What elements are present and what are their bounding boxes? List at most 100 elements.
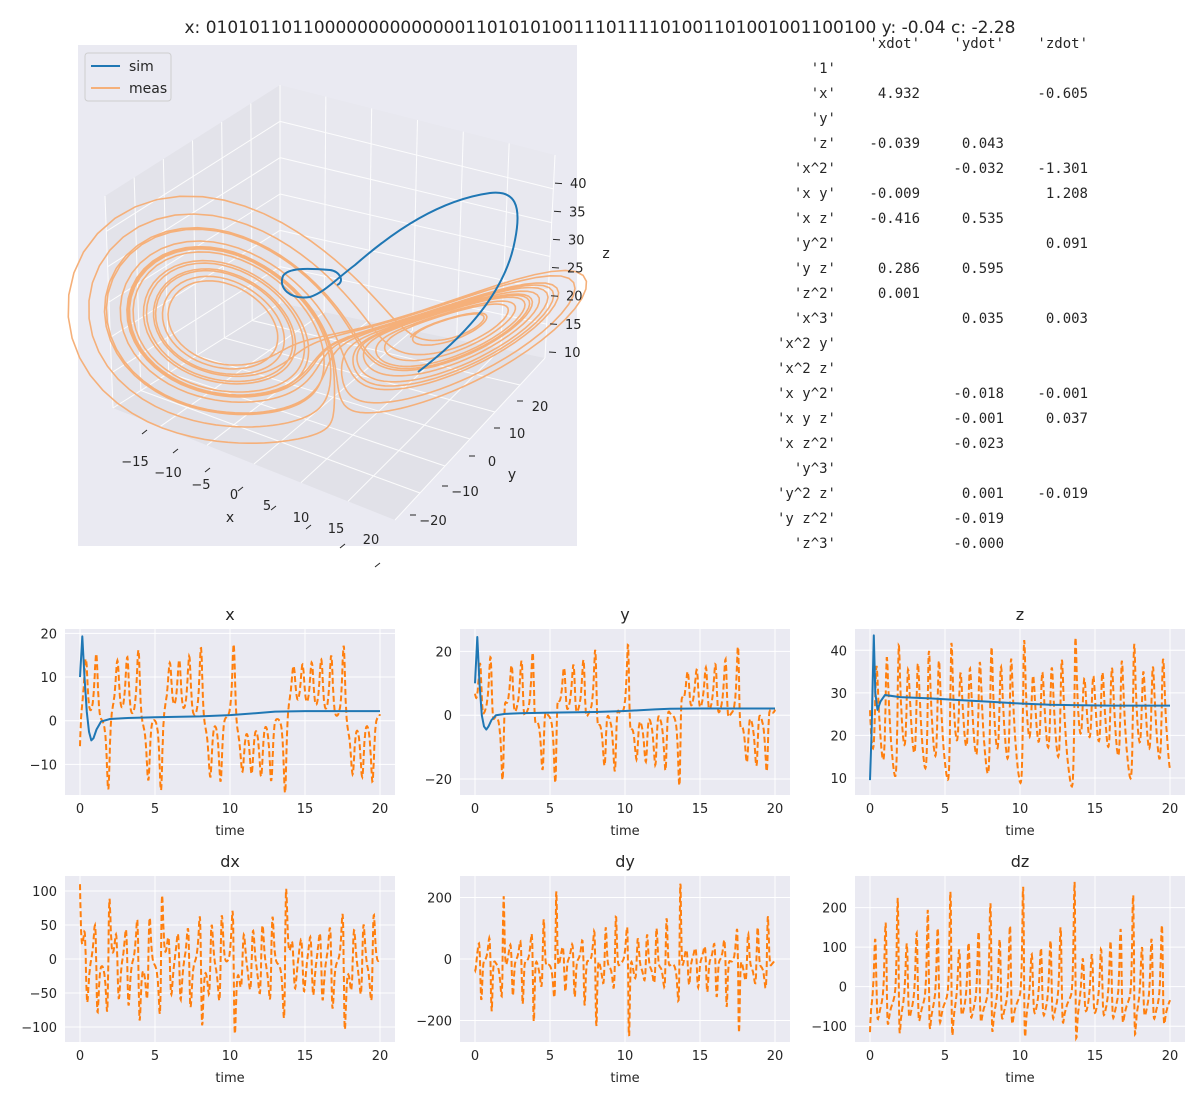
coef-term: 'x y z' [776, 411, 836, 427]
z-tick [548, 351, 557, 353]
z-tick-label: 10 [564, 346, 581, 361]
z-tick [549, 323, 558, 325]
coef-row: 'x^2 y' [760, 336, 1100, 356]
y-tick-label: 0 [49, 715, 57, 730]
y-tick-label: 0 [839, 981, 847, 996]
y-tick-label: 200 [427, 892, 452, 907]
series-meas-line [474, 643, 776, 786]
x-tick-label: 10 [617, 1049, 634, 1064]
x-tick-label: 0 [230, 488, 238, 503]
coef-value: -1.301 [1037, 161, 1088, 177]
z-tick [554, 182, 563, 185]
pane-back [280, 85, 555, 358]
coef-term: 'x^2 y' [776, 336, 836, 352]
coef-value: 0.091 [1045, 236, 1088, 252]
x-tick [339, 543, 346, 549]
grid-line [279, 120, 554, 190]
coef-value: -0.019 [1037, 486, 1088, 502]
coef-value: 0.003 [1045, 311, 1088, 327]
coef-term: 'y z' [793, 261, 836, 277]
x-tick-label: 20 [372, 802, 389, 817]
x-tick [141, 429, 148, 435]
coef-row: '1' [760, 61, 1100, 81]
y-tick-label: 10 [509, 427, 526, 442]
coef-term: 'y z^2' [776, 511, 836, 527]
y-tick-label: 20 [830, 729, 847, 744]
coef-term: 'x^3' [793, 311, 836, 327]
coef-row: 'x z' -0.416 0.535 [760, 211, 1100, 231]
x-tick-label: 15 [1087, 802, 1104, 817]
x-tick-label: 15 [297, 802, 314, 817]
coef-row: 'x y^2' -0.018 -0.001 [760, 386, 1100, 406]
panel-title: y [620, 605, 629, 624]
coef-row: 'x' 4.932 -0.605 [760, 86, 1100, 106]
x-tick-label: 20 [767, 802, 784, 817]
y-tick-label: 10 [830, 772, 847, 787]
x-tick [305, 524, 312, 530]
coef-header-row: 'xdot' 'ydot' 'zdot' [760, 36, 1100, 56]
coef-row: 'z^3' -0.000 [760, 536, 1100, 556]
panel-dz: 0 5 10 15 20 −100 0 100 200 dz time [811, 852, 1185, 1086]
x-tick-label: 15 [692, 802, 709, 817]
x-tick-label: 15 [692, 1049, 709, 1064]
y-tick-label: 0 [488, 455, 496, 470]
panel-title: dz [1011, 852, 1030, 871]
y-tick-label: −20 [419, 514, 446, 529]
x-axis-label: time [1005, 824, 1034, 839]
z-tick-label: 15 [565, 318, 582, 333]
y-tick-label: −200 [416, 1014, 452, 1029]
y-tick-label: 200 [822, 902, 847, 917]
coef-row: 'z^2' 0.001 [760, 286, 1100, 306]
coef-term: 'x z^2' [776, 436, 836, 452]
series-meas-line [869, 881, 1171, 1042]
grid-line [279, 193, 551, 257]
coef-value: -0.001 [1037, 386, 1088, 402]
coef-value: -0.023 [953, 436, 1004, 452]
coef-term: 'x' [810, 86, 836, 102]
series-meas-line [474, 883, 776, 1037]
panel-title: dx [220, 852, 240, 871]
panel-title: z [1016, 605, 1024, 624]
y-tick-label: 0 [444, 709, 452, 724]
coef-row: 'z' -0.039 0.043 [760, 136, 1100, 156]
coef-row: 'x^2' -0.032 -1.301 [760, 161, 1100, 181]
coef-value: -0.009 [869, 186, 920, 202]
coef-row: 'y' [760, 111, 1100, 131]
x-tick-label: 0 [76, 1049, 84, 1064]
x-tick-label: 10 [222, 1049, 239, 1064]
coef-row: 'x^2 z' [760, 361, 1100, 381]
panel-dx: 0 5 10 15 20 −100 −50 0 50 100 dx time [21, 852, 395, 1086]
coef-term: 'x^2' [793, 161, 836, 177]
x-tick-label: −15 [121, 455, 148, 470]
x-tick-label: 5 [546, 802, 554, 817]
coef-value: -0.019 [953, 511, 1004, 527]
coef-term: 'x y^2' [776, 386, 836, 402]
y-tick-label: 30 [830, 687, 847, 702]
x-tick-label: 5 [151, 1049, 159, 1064]
z-tick [552, 238, 561, 241]
x-axis-label: time [610, 1071, 639, 1086]
coef-row: 'x^3' 0.035 0.003 [760, 311, 1100, 331]
x-tick [270, 505, 277, 511]
coef-term: 'z' [810, 136, 836, 152]
x-tick-label: 0 [866, 802, 874, 817]
coef-row: 'x z^2' -0.023 [760, 436, 1100, 456]
y-tick-label: −100 [21, 1021, 57, 1036]
z-tick-label: 25 [567, 262, 584, 277]
x-tick-label: 20 [1162, 802, 1179, 817]
coef-value: 0.595 [961, 261, 1004, 277]
series-meas-line [79, 642, 381, 794]
x-tick-label: 20 [372, 1049, 389, 1064]
coef-value: 0.037 [1045, 411, 1088, 427]
x-tick-label: 20 [767, 1049, 784, 1064]
x-tick-label: 20 [363, 533, 380, 548]
y-tick-label: 20 [532, 400, 549, 415]
y-tick-label: 10 [40, 671, 57, 686]
y-tick-label: 100 [822, 941, 847, 956]
z-tick [550, 295, 559, 297]
x-tick-label: 10 [1012, 802, 1029, 817]
coef-row: 'y z' 0.286 0.595 [760, 261, 1100, 281]
x-tick [374, 562, 381, 568]
coef-term: 'x^2 z' [776, 361, 836, 377]
